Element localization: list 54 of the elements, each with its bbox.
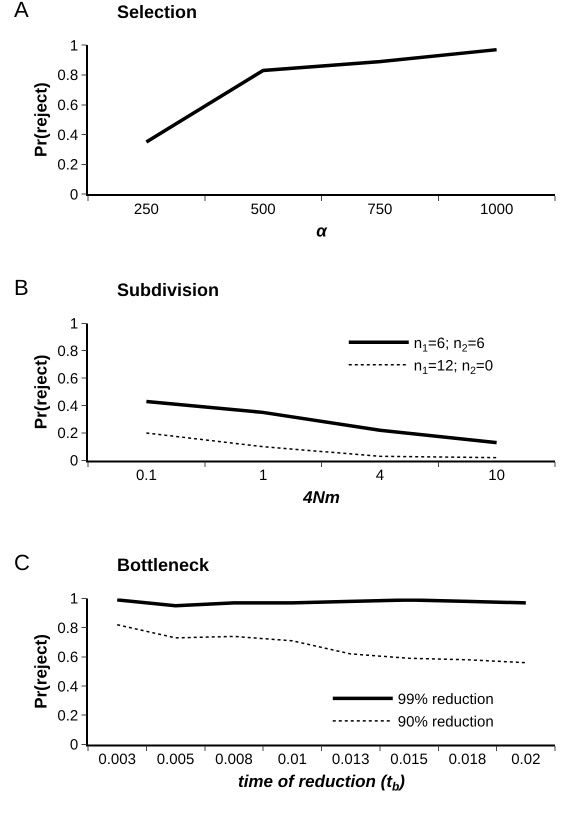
legend-label: 90% reduction <box>398 714 494 731</box>
x-axis-title: α <box>316 222 328 241</box>
y-tick-label: 0 <box>70 452 78 470</box>
y-tick-label: 0.8 <box>57 342 78 360</box>
x-tick-label: 0.005 <box>156 751 194 768</box>
chart-title: Selection <box>117 2 198 22</box>
chart-title: Subdivision <box>117 280 220 300</box>
x-tick-label: 0.013 <box>332 751 370 768</box>
line-series <box>116 624 527 664</box>
x-tick-label: 4 <box>376 467 384 484</box>
y-tick-label: 0.6 <box>57 649 78 666</box>
x-axis-title: 4Nm <box>302 488 340 508</box>
line-series <box>144 48 498 144</box>
x-tick-label: 0.008 <box>215 751 253 768</box>
x-tick-label: 500 <box>250 200 276 218</box>
y-axis-title: Pr(reject) <box>31 354 50 430</box>
y-tick-label: 0.4 <box>57 126 78 144</box>
y-tick-label: 0.8 <box>57 620 78 637</box>
y-tick-label: 1 <box>70 37 78 54</box>
y-tick-label: 0.8 <box>57 67 78 84</box>
line-series <box>144 400 498 444</box>
x-tick-label: 0.02 <box>511 751 540 768</box>
y-tick-label: 0.2 <box>57 156 78 174</box>
y-tick-label: 0.4 <box>57 398 78 415</box>
line-series <box>146 432 498 458</box>
x-axis-title: time of reduction (t$_{b}$) <box>238 772 406 794</box>
x-tick-label: 0.01 <box>278 751 307 768</box>
x-tick-label: 250 <box>134 200 159 218</box>
y-tick-label: 0 <box>70 186 78 204</box>
text: C <box>14 550 30 575</box>
chart-title: Bottleneck <box>117 555 210 575</box>
y-tick-label: 0.4 <box>57 678 78 696</box>
legend-label: 99% reduction <box>398 691 494 708</box>
legend-label: n$_{1}$=12; n$_{2}$=0 <box>414 358 494 377</box>
x-tick-label: 0.015 <box>390 751 428 768</box>
text: B <box>14 275 29 300</box>
y-tick-label: 1 <box>70 590 78 608</box>
y-tick-label: 0.2 <box>57 707 78 724</box>
x-tick-label: 0.1 <box>136 467 157 484</box>
x-tick-label: 1 <box>258 467 268 484</box>
x-tick-label: 0.018 <box>448 751 486 768</box>
y-tick-label: 0.6 <box>57 370 78 388</box>
x-tick-label: 750 <box>367 200 392 218</box>
x-tick-label: 10 <box>488 467 505 484</box>
y-tick-label: 0.6 <box>57 97 78 114</box>
y-axis-title: Pr(reject) <box>31 634 50 709</box>
x-tick-label: 1000 <box>480 200 514 218</box>
legend-label: n$_{1}$=6; n$_{2}$=6 <box>414 335 485 354</box>
text: A <box>14 0 29 22</box>
y-axis-title: Pr(reject) <box>31 82 50 157</box>
y-tick-label: 0.2 <box>57 425 78 442</box>
y-tick-label: 0 <box>70 736 78 754</box>
x-tick-label: 0.003 <box>98 751 136 768</box>
y-tick-label: 1 <box>70 316 78 333</box>
